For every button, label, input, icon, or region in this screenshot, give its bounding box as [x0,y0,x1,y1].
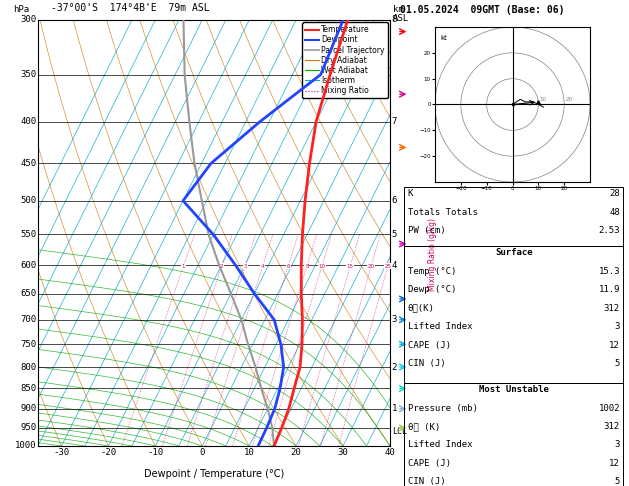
Text: -37°00'S  174°4B'E  79m ASL: -37°00'S 174°4B'E 79m ASL [50,3,209,13]
Text: 2: 2 [392,363,397,371]
Text: 300: 300 [20,16,36,24]
Legend: Temperature, Dewpoint, Parcel Trajectory, Dry Adiabat, Wet Adiabat, Isotherm, Mi: Temperature, Dewpoint, Parcel Trajectory… [302,22,387,98]
Text: 400: 400 [20,117,36,126]
Text: 600: 600 [20,261,36,270]
Text: 0: 0 [199,448,205,457]
Text: 8: 8 [392,16,397,24]
Text: ASL: ASL [393,14,409,23]
Text: -10: -10 [147,448,164,457]
Text: 5: 5 [615,359,620,368]
Text: 2: 2 [220,263,223,269]
Text: CAPE (J): CAPE (J) [408,459,450,468]
Text: 10: 10 [244,448,255,457]
Text: Mixing Ratio (g/kg): Mixing Ratio (g/kg) [428,218,437,291]
Text: 1: 1 [182,263,185,269]
Text: 15.3: 15.3 [598,267,620,276]
Text: 950: 950 [20,423,36,433]
Text: 450: 450 [20,159,36,168]
Text: CAPE (J): CAPE (J) [408,341,450,350]
Text: 850: 850 [20,384,36,393]
Text: 3: 3 [615,322,620,331]
Text: 800: 800 [20,363,36,371]
Text: 3: 3 [615,440,620,450]
Text: Lifted Index: Lifted Index [408,440,472,450]
Text: Dewpoint / Temperature (°C): Dewpoint / Temperature (°C) [144,469,284,479]
Text: kt: kt [440,35,447,41]
Text: 7: 7 [392,117,397,126]
Text: CIN (J): CIN (J) [408,477,445,486]
Text: 11.9: 11.9 [598,285,620,295]
Text: 5: 5 [615,477,620,486]
Text: Surface: Surface [495,248,533,258]
Text: 3: 3 [243,263,247,269]
Text: 12: 12 [610,459,620,468]
Text: hPa: hPa [13,5,29,14]
Text: 20: 20 [565,97,572,102]
Text: -20: -20 [101,448,116,457]
Text: 4: 4 [261,263,264,269]
Text: 650: 650 [20,289,36,298]
Text: Most Unstable: Most Unstable [479,385,548,394]
Text: 6: 6 [286,263,290,269]
Text: 25: 25 [384,263,391,269]
Text: 28: 28 [610,189,620,198]
Text: -30: -30 [53,448,70,457]
Text: km: km [393,5,404,14]
Text: 312: 312 [604,422,620,431]
Text: K: K [408,189,413,198]
Text: Lifted Index: Lifted Index [408,322,472,331]
Text: 2.53: 2.53 [598,226,620,235]
Text: 900: 900 [20,404,36,413]
Text: 15: 15 [347,263,353,269]
Text: 10: 10 [318,263,325,269]
Text: 700: 700 [20,315,36,324]
Text: Totals Totals: Totals Totals [408,208,477,217]
Text: 550: 550 [20,230,36,239]
Text: 6: 6 [392,196,397,205]
Text: Temp (°C): Temp (°C) [408,267,456,276]
Text: 20: 20 [291,448,301,457]
Text: 750: 750 [20,340,36,349]
Text: CIN (J): CIN (J) [408,359,445,368]
Text: 4: 4 [392,261,397,270]
Text: 1: 1 [392,404,397,413]
Text: 40: 40 [384,448,396,457]
Text: 30: 30 [338,448,348,457]
Text: LCL: LCL [392,427,407,436]
Text: 500: 500 [20,196,36,205]
Text: 10: 10 [540,97,547,102]
Text: 350: 350 [20,70,36,79]
Text: 1002: 1002 [598,403,620,413]
Text: 1000: 1000 [14,441,36,451]
Text: 48: 48 [610,208,620,217]
Text: θᴇ(K): θᴇ(K) [408,304,435,313]
Text: 312: 312 [604,304,620,313]
Text: 20: 20 [368,263,375,269]
Text: 8: 8 [305,263,309,269]
Text: 01.05.2024  09GMT (Base: 06): 01.05.2024 09GMT (Base: 06) [400,5,564,15]
Text: 5: 5 [392,230,397,239]
Text: PW (cm): PW (cm) [408,226,445,235]
Text: 3: 3 [392,315,397,324]
Text: Pressure (mb): Pressure (mb) [408,403,477,413]
Text: Dewp (°C): Dewp (°C) [408,285,456,295]
Text: 12: 12 [610,341,620,350]
Text: θᴇ (K): θᴇ (K) [408,422,440,431]
